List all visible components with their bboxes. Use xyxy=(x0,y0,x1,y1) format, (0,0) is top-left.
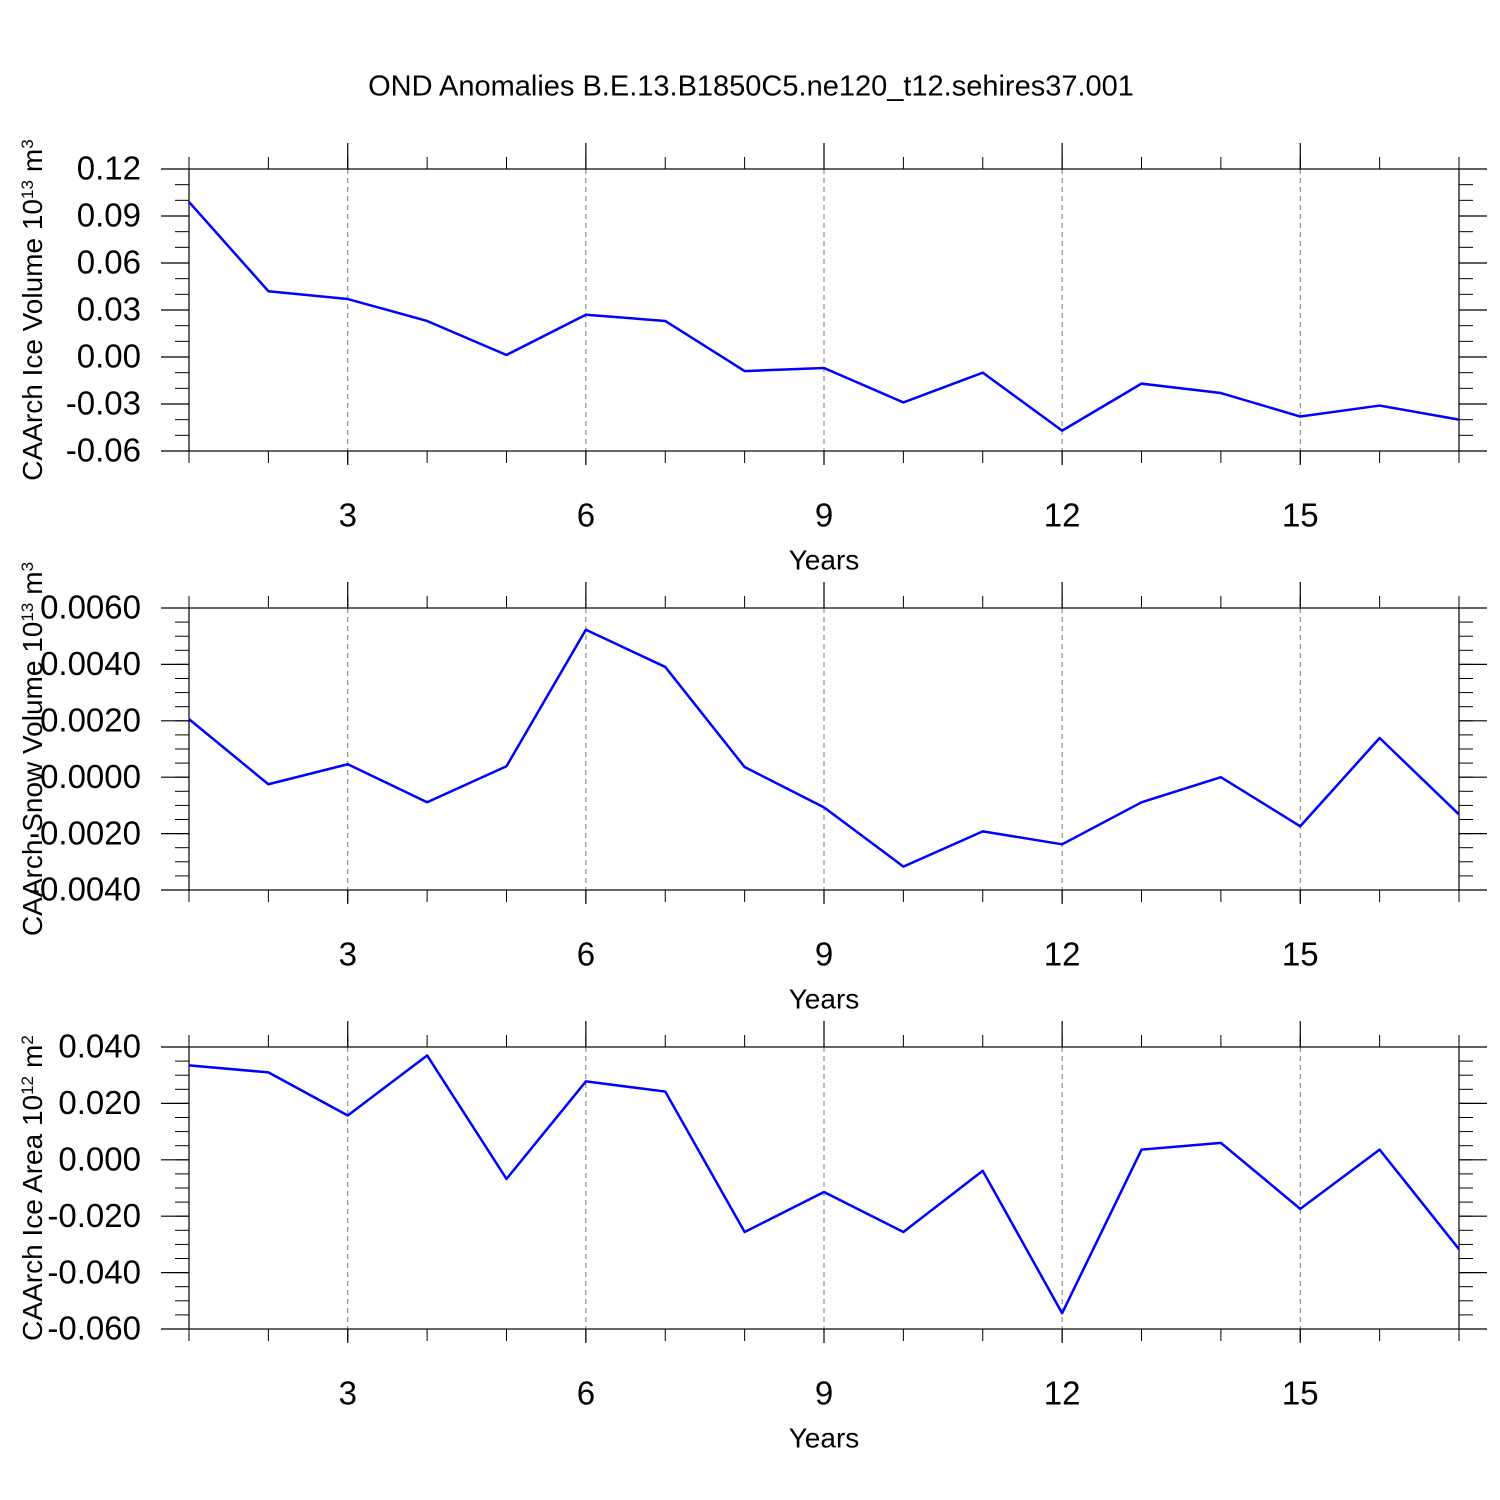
y-axis-label-part: m xyxy=(17,571,48,594)
y-tick-label: 0.00 xyxy=(77,338,141,375)
data-line xyxy=(188,201,1460,432)
y-tick-label: 0.09 xyxy=(77,197,141,234)
y-tick-label: -0.040 xyxy=(47,1253,141,1290)
panel: 3 6 9 12 15 0.0060 0.0040 0.0020 0.0000 -0.0020 -0… xyxy=(17,562,1487,1014)
plot-frame xyxy=(188,607,1460,891)
x-tick-label: 9 xyxy=(815,1375,833,1412)
y-axis-label: CAArch Ice Area 1012 m2 xyxy=(17,1035,48,1341)
data-line xyxy=(188,1054,1460,1315)
plot-frame xyxy=(188,168,1460,452)
y-axis-label-part: m xyxy=(17,149,48,172)
y-tick-label: 0.03 xyxy=(77,291,141,328)
y-axis-label: CAArch Ice Volume 1013 m3 xyxy=(17,139,48,480)
y-tick-label: -0.060 xyxy=(47,1310,141,1347)
x-tick-label: 9 xyxy=(815,936,833,973)
x-axis-label: Years xyxy=(789,544,860,575)
x-tick-label: 6 xyxy=(577,936,595,973)
x-tick-label: 3 xyxy=(339,1375,357,1412)
x-axis-label: Years xyxy=(789,1422,860,1453)
y-axis-label-superscript: 13 xyxy=(18,603,37,622)
y-axis-label-superscript: 2 xyxy=(18,1035,37,1044)
y-tick-label: 0.0000 xyxy=(40,758,141,795)
y-tick-label: 0.020 xyxy=(58,1084,141,1121)
y-tick-label: 0.000 xyxy=(58,1141,141,1178)
y-axis-label-superscript: 3 xyxy=(18,562,37,571)
y-axis-label-part: CAArch Snow Volume 10 xyxy=(17,622,48,936)
x-tick-label: 6 xyxy=(577,497,595,534)
y-tick-label: -0.0020 xyxy=(29,814,141,851)
y-tick-label: 0.12 xyxy=(77,150,141,187)
chart-title: OND Anomalies B.E.13.B1850C5.ne120_t12.s… xyxy=(368,71,1134,103)
x-tick-label: 15 xyxy=(1282,936,1319,973)
x-tick-label: 12 xyxy=(1044,497,1081,534)
plot-frame xyxy=(188,1046,1460,1330)
y-axis-label-superscript: 13 xyxy=(18,180,37,199)
x-axis-label: Years xyxy=(789,983,860,1014)
y-axis-label-part: m xyxy=(17,1045,48,1068)
x-tick-label: 12 xyxy=(1044,936,1081,973)
x-tick-label: 15 xyxy=(1282,1375,1319,1412)
y-tick-label: 0.0040 xyxy=(40,645,141,682)
y-axis-label-superscript: 3 xyxy=(18,139,37,148)
x-tick-label: 3 xyxy=(339,497,357,534)
y-tick-label: 0.06 xyxy=(77,244,141,281)
x-tick-label: 3 xyxy=(339,936,357,973)
y-tick-label: 0.040 xyxy=(58,1028,141,1065)
y-axis-label: CAArch Snow Volume 1013 m3 xyxy=(17,562,48,936)
y-tick-label: -0.06 xyxy=(66,432,141,469)
x-tick-label: 6 xyxy=(577,1375,595,1412)
x-tick-label: 15 xyxy=(1282,497,1319,534)
panel: 3 6 9 12 15 0.12 0.09 0.06 0.03 0.00 -0.03 -0.06 Yea… xyxy=(17,139,1487,575)
panel: 3 6 9 12 15 0.040 0.020 0.000 -0.020 -0.040 -0.060… xyxy=(17,1021,1487,1453)
y-tick-label: -0.020 xyxy=(47,1197,141,1234)
y-tick-label: 0.0060 xyxy=(40,589,141,626)
x-tick-label: 12 xyxy=(1044,1375,1081,1412)
y-tick-label: -0.0040 xyxy=(29,871,141,908)
y-axis-label-part: CAArch Ice Area 10 xyxy=(17,1095,48,1341)
y-tick-label: 0.0020 xyxy=(40,702,141,739)
y-axis-label-superscript: 12 xyxy=(18,1076,37,1095)
data-line xyxy=(188,628,1460,868)
x-tick-label: 9 xyxy=(815,497,833,534)
y-axis-label-part: CAArch Ice Volume 10 xyxy=(17,199,48,481)
y-tick-label: -0.03 xyxy=(66,385,141,422)
